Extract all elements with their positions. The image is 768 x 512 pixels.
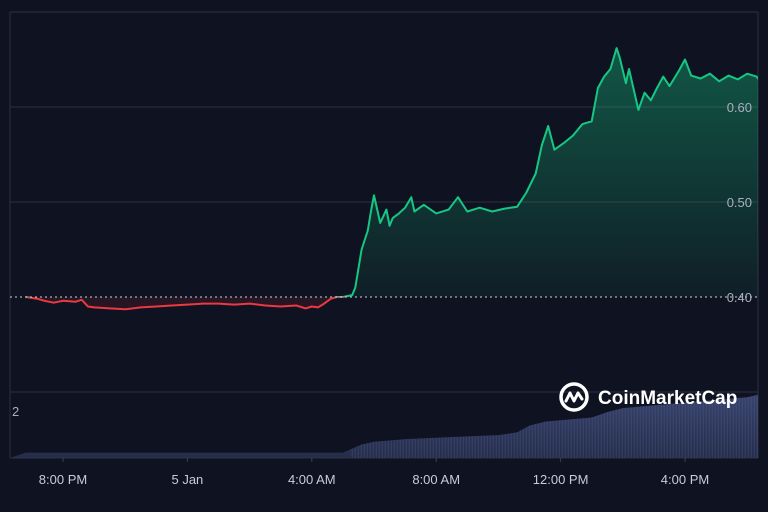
watermark-text: CoinMarketCap	[598, 388, 737, 409]
x-tick-label: 8:00 AM	[412, 472, 460, 487]
y-axis-ticks: 0.60 0.50 0.40	[727, 100, 752, 305]
price-line-down	[25, 297, 348, 311]
y-tick-label: 0.60	[727, 100, 752, 115]
area-above-baseline	[25, 48, 758, 297]
price-area	[25, 48, 758, 310]
x-tick-label: 8:00 PM	[39, 472, 87, 487]
price-line	[10, 47, 758, 311]
coinmarketcap-watermark: CoinMarketCap	[559, 382, 737, 412]
coinmarketcap-logo-icon	[559, 382, 589, 412]
x-axis-ticks: 8:00 PM 5 Jan 4:00 AM 8:00 AM 12:00 PM 4:00 P…	[39, 458, 709, 487]
x-tick-label: 5 Jan	[171, 472, 203, 487]
x-tick-label: 12:00 PM	[533, 472, 589, 487]
volume-tick-label: 2	[12, 404, 19, 419]
volume-area: 2	[10, 394, 758, 458]
y-tick-label: 0.50	[727, 195, 752, 210]
x-tick-label: 4:00 AM	[288, 472, 336, 487]
price-line-up	[25, 47, 758, 297]
area-below-baseline	[25, 297, 758, 310]
x-tick-label: 4:00 PM	[661, 472, 709, 487]
y-tick-label: 0.40	[727, 290, 752, 305]
volume-area-shape	[10, 394, 758, 458]
